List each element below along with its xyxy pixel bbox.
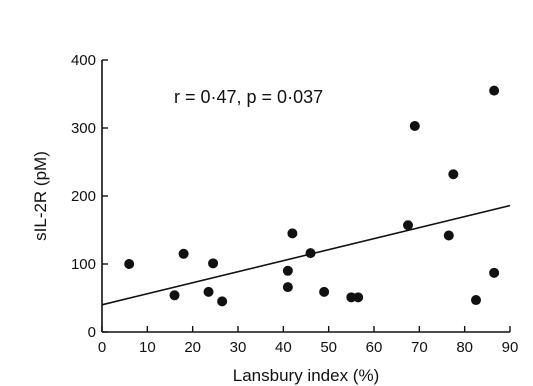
data-point xyxy=(448,169,459,180)
data-point xyxy=(208,258,219,269)
data-point xyxy=(282,265,293,276)
x-tick-label: 20 xyxy=(184,339,201,356)
data-point xyxy=(471,295,481,306)
x-tick-label: 0 xyxy=(98,339,106,356)
data-point xyxy=(169,290,180,301)
data-point xyxy=(443,230,454,241)
x-tick-label: 80 xyxy=(456,339,473,356)
data-points xyxy=(124,85,500,307)
x-tick-label: 90 xyxy=(502,339,519,356)
correlation-annotation: r = 0·47, p = 0·037 xyxy=(174,87,323,107)
data-point xyxy=(403,220,413,231)
x-tick-label: 40 xyxy=(275,339,292,356)
y-tick-label: 300 xyxy=(71,120,96,137)
x-tick-label: 50 xyxy=(320,339,337,356)
data-point xyxy=(178,248,189,259)
data-point xyxy=(409,120,420,131)
y-tick-label: 100 xyxy=(71,256,96,273)
y-tick-label: 200 xyxy=(71,188,96,205)
data-point xyxy=(124,259,135,269)
y-tick-label: 0 xyxy=(88,324,96,341)
y-axis-label: sIL-2R (pM) xyxy=(31,151,50,241)
data-point xyxy=(217,296,228,307)
data-point xyxy=(319,286,330,297)
x-tick-label: 30 xyxy=(230,339,247,356)
x-tick-label: 70 xyxy=(411,339,428,356)
x-axis-label: Lansbury index (%) xyxy=(233,366,379,385)
x-tick-label: 10 xyxy=(139,339,156,356)
data-point xyxy=(203,286,214,297)
y-tick-label: 400 xyxy=(71,52,96,69)
data-point xyxy=(282,282,293,293)
data-point xyxy=(305,248,316,259)
data-point xyxy=(489,85,500,96)
data-point xyxy=(489,267,500,278)
axes: 0 10 20 30 40 50 60 70 80 90 0 100 200 300 400 xyxy=(71,52,518,356)
data-point xyxy=(287,228,298,239)
x-tick-label: 60 xyxy=(366,339,383,356)
data-point xyxy=(353,292,364,303)
